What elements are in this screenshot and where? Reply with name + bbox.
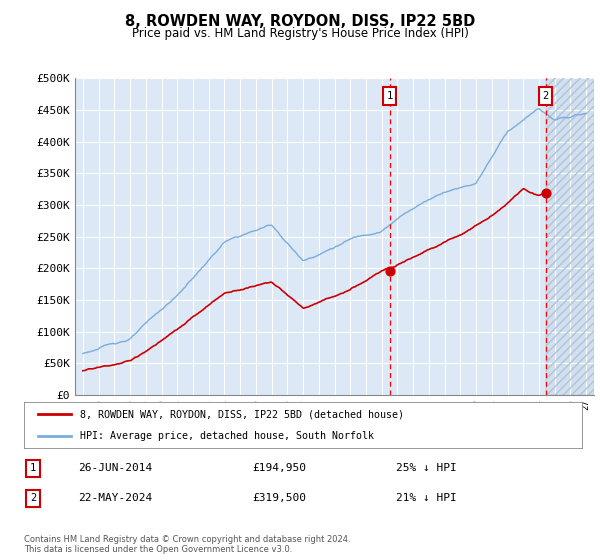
Text: 2: 2 [30, 493, 36, 503]
Text: 2: 2 [542, 91, 548, 101]
Text: HPI: Average price, detached house, South Norfolk: HPI: Average price, detached house, Sout… [80, 431, 374, 441]
Text: £319,500: £319,500 [252, 493, 306, 503]
Text: 21% ↓ HPI: 21% ↓ HPI [396, 493, 457, 503]
Text: 8, ROWDEN WAY, ROYDON, DISS, IP22 5BD (detached house): 8, ROWDEN WAY, ROYDON, DISS, IP22 5BD (d… [80, 409, 404, 419]
Text: £194,950: £194,950 [252, 463, 306, 473]
Text: 1: 1 [30, 463, 36, 473]
Text: Price paid vs. HM Land Registry's House Price Index (HPI): Price paid vs. HM Land Registry's House … [131, 27, 469, 40]
Bar [545, 78, 594, 395]
Text: Contains HM Land Registry data © Crown copyright and database right 2024.
This d: Contains HM Land Registry data © Crown c… [24, 535, 350, 554]
Text: 25% ↓ HPI: 25% ↓ HPI [396, 463, 457, 473]
Text: 8, ROWDEN WAY, ROYDON, DISS, IP22 5BD: 8, ROWDEN WAY, ROYDON, DISS, IP22 5BD [125, 14, 475, 29]
Point [541, 188, 550, 197]
Text: 22-MAY-2024: 22-MAY-2024 [78, 493, 152, 503]
Bar [545, 78, 594, 395]
Point [385, 267, 394, 276]
Text: 26-JUN-2014: 26-JUN-2014 [78, 463, 152, 473]
Text: 1: 1 [386, 91, 392, 101]
